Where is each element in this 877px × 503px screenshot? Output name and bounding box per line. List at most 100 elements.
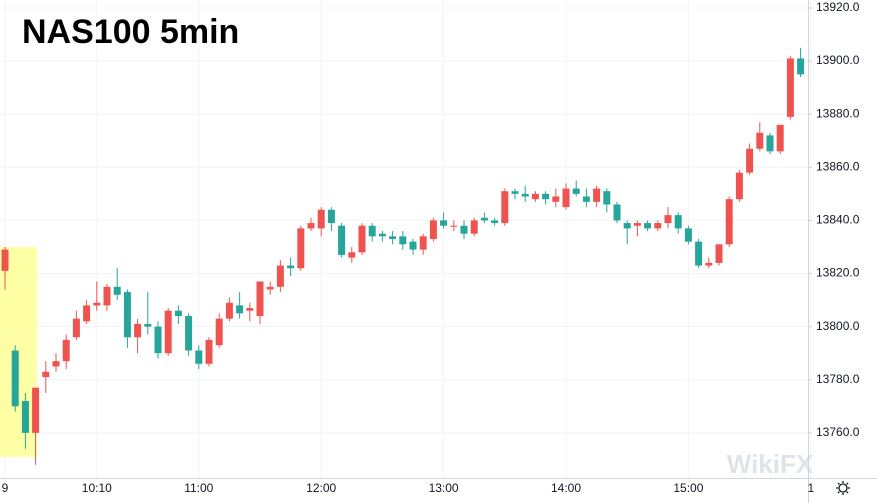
candle-body xyxy=(633,223,641,226)
y-tick-label: 13820.0 xyxy=(816,266,860,280)
candle-body xyxy=(684,228,692,242)
y-tick-label: 13780.0 xyxy=(816,372,860,386)
candle-body xyxy=(113,286,121,295)
candle-body xyxy=(276,265,284,287)
y-tick-label: 13900.0 xyxy=(816,53,860,67)
candle-body xyxy=(705,262,713,266)
candle-body xyxy=(164,310,172,354)
candle-body xyxy=(654,223,662,229)
candle-body xyxy=(205,339,213,364)
y-tick-label: 13920.0 xyxy=(816,0,860,14)
candle-body xyxy=(195,350,203,364)
candles xyxy=(1,47,805,465)
candle-body xyxy=(582,196,590,202)
candle-body xyxy=(521,193,529,197)
candle-body xyxy=(154,326,162,354)
candle-body xyxy=(613,204,621,221)
watermark: WikiFX xyxy=(727,449,814,479)
candle-body xyxy=(378,233,386,237)
candle-body xyxy=(644,223,652,229)
candle-body xyxy=(797,58,805,75)
candle-body xyxy=(531,193,539,200)
candle-body xyxy=(52,361,60,367)
candle-body xyxy=(776,124,784,152)
candle-body xyxy=(664,215,672,224)
candle-body xyxy=(174,310,182,317)
x-tick-label: 15:00 xyxy=(673,481,703,495)
candle-body xyxy=(511,191,519,194)
x-tick-label: 14:00 xyxy=(551,481,581,495)
candle-body xyxy=(123,292,131,338)
y-tick-label: 13860.0 xyxy=(816,159,860,173)
y-tick-label: 13840.0 xyxy=(816,213,860,227)
y-tick-label: 13880.0 xyxy=(816,106,860,120)
candle-body xyxy=(725,199,733,245)
candle-body xyxy=(185,316,193,351)
candle-body xyxy=(93,302,101,306)
candle-body xyxy=(429,220,437,239)
candle-body xyxy=(450,225,458,227)
candle-body xyxy=(440,220,448,226)
candle-body xyxy=(338,225,346,255)
candle-body xyxy=(307,223,315,229)
candle-body xyxy=(399,236,407,245)
candle-body xyxy=(715,244,723,263)
candle-body xyxy=(358,225,366,253)
candle-body xyxy=(72,318,80,338)
candle-body xyxy=(603,191,611,205)
candle-body xyxy=(746,148,754,173)
candle-body xyxy=(735,172,743,200)
settings-icon[interactable] xyxy=(836,481,850,495)
candle-body xyxy=(103,286,111,306)
candle-body xyxy=(470,220,478,234)
candle-body xyxy=(144,323,152,327)
candle-body xyxy=(572,188,580,194)
candle-body xyxy=(215,318,223,346)
candle-body xyxy=(460,225,468,234)
candle-body xyxy=(266,286,274,290)
candle-body xyxy=(62,339,70,362)
candle-body xyxy=(83,305,91,322)
chart-title: NAS100 5min xyxy=(22,13,239,51)
candle-body xyxy=(1,249,9,271)
candle-body xyxy=(225,302,233,319)
candle-body xyxy=(542,193,550,200)
y-tick-label: 13760.0 xyxy=(816,425,860,439)
candle-body xyxy=(32,387,40,433)
candle-body xyxy=(552,196,560,202)
candle-body xyxy=(256,281,264,317)
candle-body xyxy=(327,209,335,224)
candle-body xyxy=(287,265,295,269)
candle-body xyxy=(21,400,29,433)
candle-body xyxy=(593,188,601,202)
candle-body xyxy=(246,308,254,311)
x-tick-label: 9 xyxy=(2,481,9,495)
candle-body xyxy=(134,323,142,338)
candle-body xyxy=(236,305,244,314)
candle-body xyxy=(501,191,509,224)
candle-body xyxy=(695,241,703,266)
y-tick-label: 13800.0 xyxy=(816,319,860,333)
candle-body xyxy=(756,132,764,149)
candle-body xyxy=(348,252,356,258)
candle-body xyxy=(766,135,774,152)
candle-body xyxy=(623,223,631,229)
candle-body xyxy=(419,236,427,250)
x-tick-label: 10:10 xyxy=(82,481,112,495)
x-tick-label: 12:00 xyxy=(306,481,336,495)
candle-body xyxy=(317,209,325,229)
candle-body xyxy=(786,58,794,117)
candle-body xyxy=(491,220,499,224)
grid xyxy=(0,0,812,478)
candle-body xyxy=(409,241,417,250)
candle-body xyxy=(562,188,570,208)
candle-body xyxy=(297,228,305,269)
candle-body xyxy=(480,217,488,221)
candle-body xyxy=(42,371,50,378)
x-tick-label: 11:00 xyxy=(184,481,213,495)
candle-body xyxy=(368,225,376,237)
candle-body xyxy=(389,236,397,239)
x-tick-label: 1 xyxy=(807,481,814,495)
